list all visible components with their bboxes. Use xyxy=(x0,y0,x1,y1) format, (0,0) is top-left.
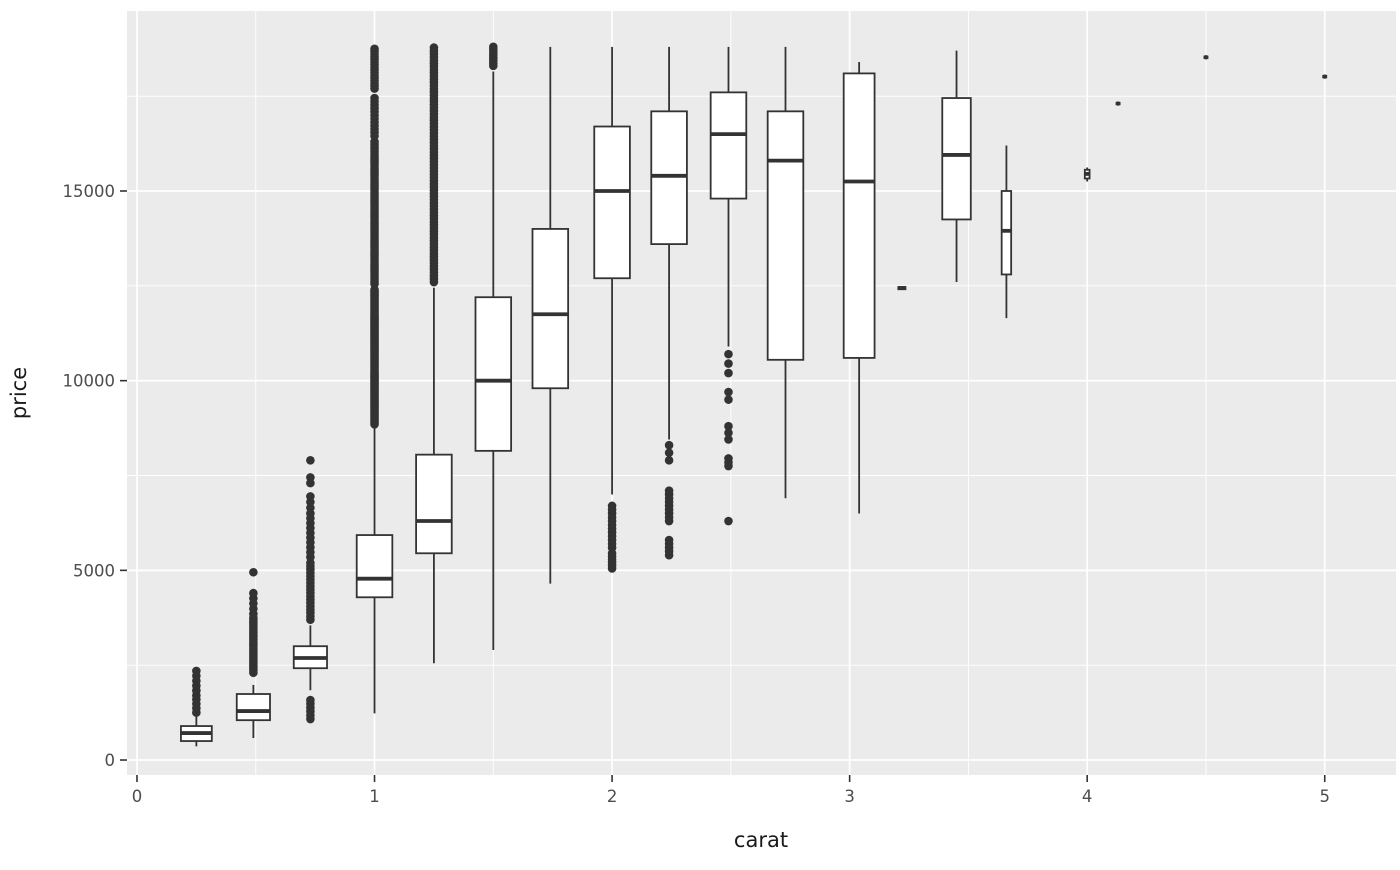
outlier-dot xyxy=(249,567,258,577)
x-tick-label: 1 xyxy=(369,787,380,806)
x-tick-label: 0 xyxy=(132,787,143,806)
y-axis-title: price xyxy=(7,367,31,419)
outlier-dot xyxy=(724,421,733,431)
box-rect xyxy=(766,110,805,361)
outlier-dot xyxy=(370,44,379,54)
boxplot-group xyxy=(593,46,631,573)
outlier-dot xyxy=(664,456,674,465)
outlier-dot xyxy=(306,456,315,465)
x-tick-label: 5 xyxy=(1319,787,1330,806)
outlier-dot xyxy=(664,535,674,545)
boxplot-group xyxy=(709,46,748,526)
outlier-dot xyxy=(724,395,733,404)
boxplot-group xyxy=(1083,167,1091,182)
outlier-dot xyxy=(370,93,379,103)
x-tick-label: 4 xyxy=(1082,787,1093,806)
outlier-dot xyxy=(724,516,733,526)
outlier-dot xyxy=(429,43,439,52)
boxplot-group xyxy=(766,46,805,499)
x-tick-label: 2 xyxy=(607,787,618,806)
box-rect xyxy=(474,296,513,452)
box-rect xyxy=(235,693,271,722)
boxplot-layer xyxy=(180,42,1328,747)
outlier-dot xyxy=(724,387,733,397)
boxplot-group xyxy=(474,42,513,651)
axis-layer: 0 5000 10000 15000 0 1 2 3 4 5 xyxy=(63,182,1330,806)
outlier-dot xyxy=(306,492,315,501)
outlier-dot xyxy=(724,359,733,368)
y-tick-label: 15000 xyxy=(63,182,116,201)
box-rect xyxy=(709,91,748,200)
plot-panel xyxy=(127,11,1396,775)
boxplot-group xyxy=(355,44,394,714)
y-tick-label: 5000 xyxy=(73,561,115,580)
box-rect xyxy=(355,534,394,599)
boxplot-group xyxy=(531,46,570,584)
boxplot-group xyxy=(415,43,453,664)
box-rect xyxy=(941,97,972,221)
y-tick-label: 10000 xyxy=(63,372,116,391)
outlier-dot xyxy=(306,695,315,705)
boxplot-group xyxy=(1322,74,1328,79)
box-rect xyxy=(842,72,876,359)
outlier-dot xyxy=(249,588,258,598)
boxplot-group xyxy=(180,666,213,747)
x-tick-label: 3 xyxy=(844,787,855,806)
outlier-dot xyxy=(489,42,498,52)
outlier-dot xyxy=(664,448,674,458)
outlier-dot xyxy=(607,501,617,511)
outlier-dot xyxy=(306,473,315,482)
x-axis-title: carat xyxy=(734,828,788,852)
boxplot-group xyxy=(235,567,271,739)
boxplot-group xyxy=(1115,101,1121,106)
boxplot-group xyxy=(650,46,688,560)
boxplot-group xyxy=(1203,55,1209,60)
boxplot-group xyxy=(897,286,907,291)
box-rect xyxy=(593,125,631,280)
boxplot-group xyxy=(941,50,972,283)
outlier-dot xyxy=(724,349,733,359)
outlier-dot xyxy=(192,666,201,676)
y-tick-label: 0 xyxy=(105,751,116,770)
boxplot-group xyxy=(1000,145,1013,319)
outlier-dot xyxy=(664,440,674,450)
boxplot-group xyxy=(292,456,328,724)
outlier-dot xyxy=(724,368,733,378)
outlier-dot xyxy=(724,454,733,463)
outlier-dot xyxy=(724,428,733,438)
outlier-dot xyxy=(664,486,674,495)
outlier-dot xyxy=(724,435,733,444)
plot-panel-layer xyxy=(127,11,1396,775)
box-rect xyxy=(531,228,570,390)
box-rect xyxy=(415,453,453,555)
boxplot-group xyxy=(842,62,876,514)
